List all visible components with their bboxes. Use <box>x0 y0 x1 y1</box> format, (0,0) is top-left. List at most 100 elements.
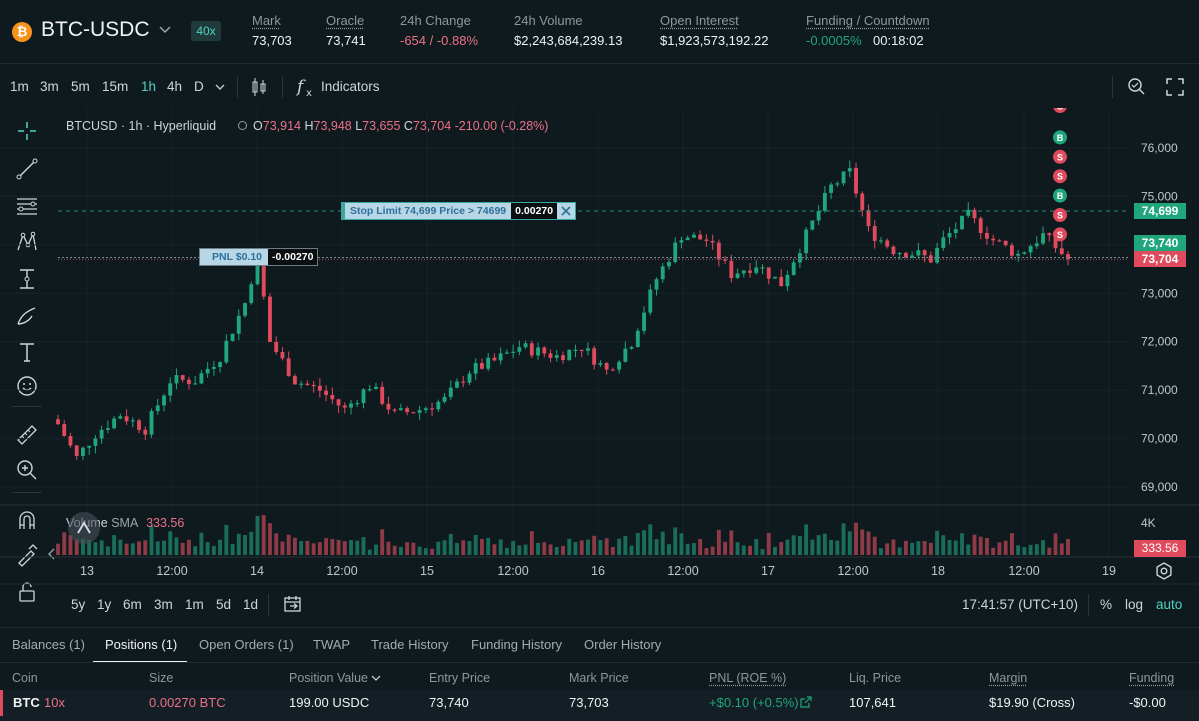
volume-bar <box>623 535 628 555</box>
candle-body <box>928 255 933 263</box>
range-5d[interactable]: 5d <box>216 597 232 612</box>
candle-body <box>910 255 915 258</box>
price-axis-label: 76,000 <box>1141 141 1178 155</box>
brush-icon[interactable] <box>12 301 42 331</box>
timeframe-4h[interactable]: 4h <box>167 79 183 94</box>
text-tool-icon[interactable] <box>12 337 42 367</box>
close-order-icon[interactable] <box>557 203 576 219</box>
stop-limit-qty: 0.00270 <box>511 203 558 219</box>
trade-marker-label: S <box>1057 172 1063 182</box>
range-1m[interactable]: 1m <box>185 597 204 612</box>
col-position-value[interactable]: Position Value <box>289 671 381 685</box>
legend-l-label: L <box>355 119 363 133</box>
volume-bar <box>56 543 60 555</box>
candle-body <box>374 386 378 390</box>
volume-bar <box>673 527 678 555</box>
clock-timezone[interactable]: 17:41:57 (UTC+10) <box>962 597 1078 612</box>
time-axis-label: 19 <box>1102 564 1116 578</box>
volume-bar <box>691 543 696 555</box>
candle-body <box>573 349 578 352</box>
candle-body <box>249 284 254 304</box>
volume-bar <box>554 546 559 555</box>
horizontal-lines-icon[interactable] <box>12 191 42 221</box>
unlock-icon[interactable] <box>12 577 42 607</box>
candle-type-icon[interactable] <box>250 77 268 100</box>
volume-bar <box>523 544 528 555</box>
tab-trade-history[interactable]: Trade History <box>371 637 449 652</box>
time-axis-label: 12:00 <box>326 564 357 578</box>
volume-bar <box>511 541 516 555</box>
row-pnl: +$0.10 (+0.5%) <box>709 695 799 710</box>
candle-body <box>635 330 640 347</box>
percent-toggle[interactable]: % <box>1100 597 1113 612</box>
pair-selector[interactable]: BTC-USDC <box>41 18 150 41</box>
candle-body <box>180 375 185 380</box>
volume-bar <box>193 546 198 555</box>
stat-volume-label: 24h Volume <box>514 13 583 28</box>
timeframe-chevron-down-icon[interactable] <box>214 81 226 96</box>
fullscreen-icon[interactable] <box>1166 78 1184 99</box>
candle-body <box>118 416 123 419</box>
tab-balances[interactable]: Balances (1) <box>12 637 85 652</box>
candle-body <box>879 240 883 242</box>
pnl-position-tag[interactable]: PNL $0.10 -0.00270 <box>199 248 319 266</box>
volume-bar <box>480 538 484 555</box>
candle-body <box>205 368 210 374</box>
range-1y[interactable]: 1y <box>97 597 112 612</box>
calendar-goto-icon[interactable] <box>283 594 303 617</box>
chart-settings-icon[interactable] <box>1155 562 1173 583</box>
row-coin[interactable]: BTC <box>13 695 40 710</box>
timeframe-1h[interactable]: 1h <box>141 79 157 94</box>
zoom-in-icon[interactable] <box>12 455 42 485</box>
tab-twap[interactable]: TWAP <box>313 637 351 652</box>
volume-bar <box>610 547 615 555</box>
trade-marker-label: S <box>1057 211 1063 221</box>
candle-body <box>448 387 453 397</box>
crosshair-icon[interactable] <box>12 116 42 146</box>
trend-line-icon[interactable] <box>12 154 42 184</box>
range-3m[interactable]: 3m <box>154 597 173 612</box>
auto-toggle[interactable]: auto <box>1156 597 1183 612</box>
log-toggle[interactable]: log <box>1125 597 1144 612</box>
volume-bar <box>137 541 141 555</box>
range-1d[interactable]: 1d <box>243 597 259 612</box>
volume-bar <box>162 540 166 555</box>
chevron-down-icon[interactable] <box>158 22 172 39</box>
tab-positions[interactable]: Positions (1) <box>105 637 178 652</box>
timeframe-3m[interactable]: 3m <box>40 79 59 94</box>
ruler-icon[interactable] <box>12 420 42 450</box>
indicators-button[interactable]: Indicators <box>321 79 380 94</box>
timeframe-5m[interactable]: 5m <box>71 79 90 94</box>
tab-open-orders[interactable]: Open Orders (1) <box>199 637 294 652</box>
timeframe-15m[interactable]: 15m <box>102 79 129 94</box>
tab-funding-history[interactable]: Funding History <box>471 637 563 652</box>
timeframe-1m[interactable]: 1m <box>10 79 29 94</box>
range-divider <box>1088 594 1089 616</box>
magnet-icon[interactable] <box>12 506 42 536</box>
volume-axis-label: 4K <box>1141 516 1156 530</box>
volume-bar <box>997 542 1002 555</box>
candle-body <box>785 274 790 287</box>
candle-body <box>903 252 908 258</box>
table-row[interactable] <box>0 690 1199 721</box>
range-6m[interactable]: 6m <box>123 597 142 612</box>
range-5y[interactable]: 5y <box>71 597 86 612</box>
volume-bar <box>155 541 160 555</box>
timeframe-d[interactable]: D <box>194 79 204 94</box>
col-funding: Funding <box>1129 671 1175 685</box>
volume-bar <box>517 545 522 555</box>
candle-body <box>211 367 216 369</box>
leverage-badge[interactable]: 40x <box>191 21 221 41</box>
legend-status-icon <box>237 121 247 130</box>
tab-order-history[interactable]: Order History <box>584 637 662 652</box>
lock-drawing-icon[interactable] <box>12 540 42 570</box>
price-chart[interactable]: SBSSBSS 76,00075,00074,00073,00072,00071… <box>0 108 1199 588</box>
stop-limit-order-tag[interactable]: Stop Limit 74,699 Price > 74699 0.00270 <box>341 202 577 220</box>
share-pnl-icon[interactable] <box>800 696 812 711</box>
candle-body <box>286 358 291 377</box>
svg-text:x: x <box>306 88 312 98</box>
candle-body <box>461 381 466 383</box>
measure-icon[interactable] <box>12 264 42 294</box>
screenshot-icon[interactable] <box>1126 76 1146 99</box>
